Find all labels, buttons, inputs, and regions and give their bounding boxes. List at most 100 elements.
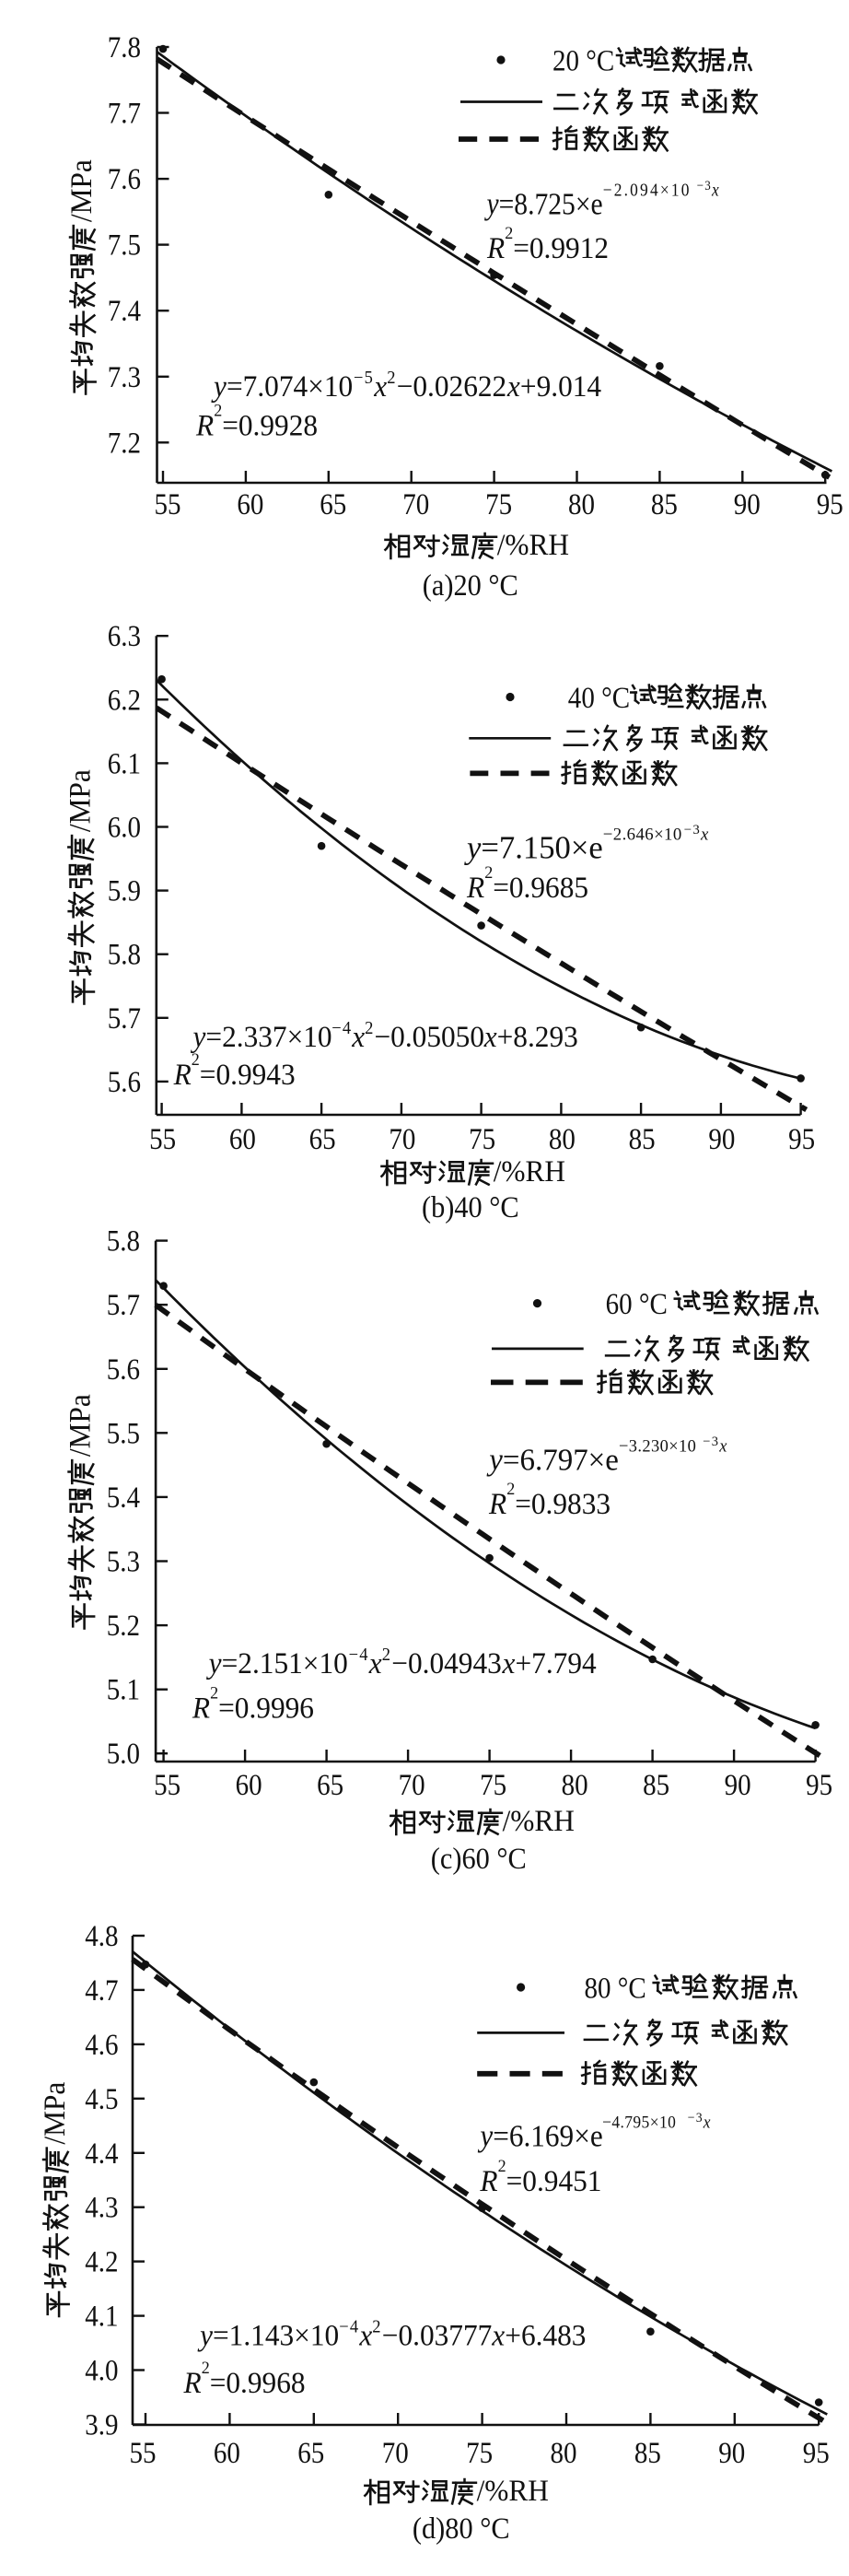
svg-text:=8.725×e: =8.725×e bbox=[499, 187, 603, 221]
svg-text:=0.9943: =0.9943 bbox=[200, 1057, 296, 1091]
svg-text:+9.014: +9.014 bbox=[520, 369, 601, 403]
svg-text:7.7: 7.7 bbox=[108, 96, 141, 130]
svg-text:y: y bbox=[486, 1443, 503, 1478]
svg-text:x: x bbox=[358, 2318, 373, 2352]
svg-text:2: 2 bbox=[506, 1479, 515, 1499]
svg-text:y: y bbox=[211, 369, 227, 403]
svg-text:65: 65 bbox=[317, 1767, 343, 1801]
svg-text:x: x bbox=[368, 1645, 383, 1680]
svg-text:/%RH: /%RH bbox=[477, 2473, 549, 2507]
svg-text:4.7: 4.7 bbox=[85, 1973, 118, 2007]
svg-text:75: 75 bbox=[485, 486, 512, 521]
svg-text:2: 2 bbox=[202, 2359, 210, 2379]
svg-text:4.5: 4.5 bbox=[85, 2081, 118, 2115]
svg-text:−0.05050: −0.05050 bbox=[375, 1019, 485, 1053]
svg-text:90: 90 bbox=[708, 1121, 735, 1155]
svg-text:R: R bbox=[466, 870, 484, 904]
svg-text:7.4: 7.4 bbox=[108, 293, 142, 327]
svg-text:2: 2 bbox=[192, 1050, 200, 1071]
svg-text:60: 60 bbox=[236, 1767, 262, 1801]
svg-text:4.6: 4.6 bbox=[85, 2027, 118, 2061]
svg-text:90: 90 bbox=[718, 2435, 745, 2469]
svg-text:75: 75 bbox=[480, 1767, 506, 1801]
svg-text:95: 95 bbox=[817, 486, 843, 521]
svg-text:+8.293: +8.293 bbox=[497, 1019, 578, 1053]
svg-text:65: 65 bbox=[320, 486, 346, 521]
svg-text:60: 60 bbox=[214, 2435, 240, 2469]
svg-text:70: 70 bbox=[382, 2435, 409, 2469]
svg-text:55: 55 bbox=[149, 1121, 176, 1155]
svg-text:55: 55 bbox=[129, 2435, 156, 2469]
svg-text:y: y bbox=[464, 829, 482, 865]
svg-text:5.2: 5.2 bbox=[107, 1608, 140, 1642]
svg-text:90: 90 bbox=[734, 486, 761, 521]
svg-text:2: 2 bbox=[387, 369, 396, 389]
svg-text:−4: −4 bbox=[331, 1018, 352, 1038]
svg-text:60: 60 bbox=[237, 486, 263, 521]
svg-text:−4: −4 bbox=[339, 2317, 359, 2337]
svg-text:=6.169×e: =6.169×e bbox=[493, 2119, 603, 2153]
svg-text:=7.074×10: =7.074×10 bbox=[227, 369, 353, 403]
svg-text:(b)40 °C: (b)40 °C bbox=[422, 1190, 519, 1224]
svg-text:6.1: 6.1 bbox=[108, 746, 141, 780]
svg-text:=2.337×10: =2.337×10 bbox=[205, 1019, 331, 1053]
svg-text:x: x bbox=[711, 181, 721, 201]
svg-text:R: R bbox=[479, 2163, 497, 2197]
svg-text:−3: −3 bbox=[688, 2111, 704, 2126]
svg-text:6.2: 6.2 bbox=[108, 683, 141, 717]
svg-text:R: R bbox=[488, 1486, 506, 1520]
svg-text:6.3: 6.3 bbox=[108, 618, 141, 652]
svg-text:−3: −3 bbox=[703, 1434, 719, 1449]
svg-text:−2.646×10: −2.646×10 bbox=[603, 825, 682, 844]
svg-text:5.7: 5.7 bbox=[107, 1287, 140, 1321]
svg-text:/%RH: /%RH bbox=[494, 1153, 565, 1188]
svg-text:2: 2 bbox=[214, 401, 222, 421]
svg-text:/MPa: /MPa bbox=[63, 1394, 97, 1457]
svg-text:2: 2 bbox=[365, 1018, 374, 1038]
svg-text:y: y bbox=[191, 1019, 207, 1053]
svg-text:−4.795×10: −4.795×10 bbox=[602, 2113, 676, 2132]
svg-text:y: y bbox=[478, 2119, 494, 2153]
svg-text:+6.483: +6.483 bbox=[505, 2318, 586, 2352]
svg-text:x: x bbox=[483, 1019, 498, 1053]
svg-text:7.5: 7.5 bbox=[108, 228, 141, 262]
svg-text:R: R bbox=[195, 408, 214, 442]
svg-text:x: x bbox=[491, 2318, 506, 2352]
svg-text:(c)60 °C: (c)60 °C bbox=[431, 1842, 527, 1875]
svg-text:2: 2 bbox=[505, 224, 513, 244]
svg-text:5.0: 5.0 bbox=[107, 1736, 140, 1770]
svg-text:4.3: 4.3 bbox=[85, 2190, 118, 2224]
svg-text:(a)20 °C: (a)20 °C bbox=[423, 568, 518, 602]
svg-text:75: 75 bbox=[466, 2435, 493, 2469]
svg-text:R: R bbox=[192, 1691, 210, 1725]
svg-text:x: x bbox=[700, 825, 709, 844]
svg-text:x: x bbox=[506, 369, 521, 403]
svg-text:60 °C: 60 °C bbox=[606, 1286, 668, 1320]
svg-text:5.6: 5.6 bbox=[108, 1064, 141, 1098]
svg-text:y: y bbox=[206, 1645, 223, 1680]
svg-text:4.2: 4.2 bbox=[85, 2244, 118, 2278]
svg-text:2: 2 bbox=[484, 862, 493, 883]
svg-text:=0.9685: =0.9685 bbox=[493, 870, 588, 904]
svg-text:70: 70 bbox=[399, 1767, 425, 1801]
svg-text:=7.150×e: =7.150×e bbox=[481, 829, 602, 865]
svg-text:/MPa: /MPa bbox=[64, 159, 98, 222]
svg-text:=0.9451: =0.9451 bbox=[506, 2163, 602, 2197]
svg-text:−3: −3 bbox=[684, 823, 701, 837]
svg-text:80: 80 bbox=[549, 1121, 576, 1155]
svg-text:60: 60 bbox=[229, 1121, 256, 1155]
svg-text:5.6: 5.6 bbox=[107, 1352, 140, 1386]
svg-text:7.2: 7.2 bbox=[108, 426, 141, 460]
svg-text:75: 75 bbox=[469, 1121, 495, 1155]
svg-text:85: 85 bbox=[634, 2435, 661, 2469]
svg-text:x: x bbox=[373, 369, 388, 403]
svg-text:−0.02622: −0.02622 bbox=[397, 369, 507, 403]
svg-text:5.8: 5.8 bbox=[107, 1224, 140, 1258]
svg-text:5.4: 5.4 bbox=[107, 1480, 141, 1514]
svg-text:95: 95 bbox=[803, 2435, 830, 2469]
svg-text:x: x bbox=[703, 2113, 711, 2132]
svg-text:65: 65 bbox=[309, 1121, 336, 1155]
svg-text:=0.9968: =0.9968 bbox=[210, 2365, 306, 2399]
svg-text:−2.094×10: −2.094×10 bbox=[603, 181, 692, 201]
svg-text:4.1: 4.1 bbox=[85, 2299, 118, 2333]
